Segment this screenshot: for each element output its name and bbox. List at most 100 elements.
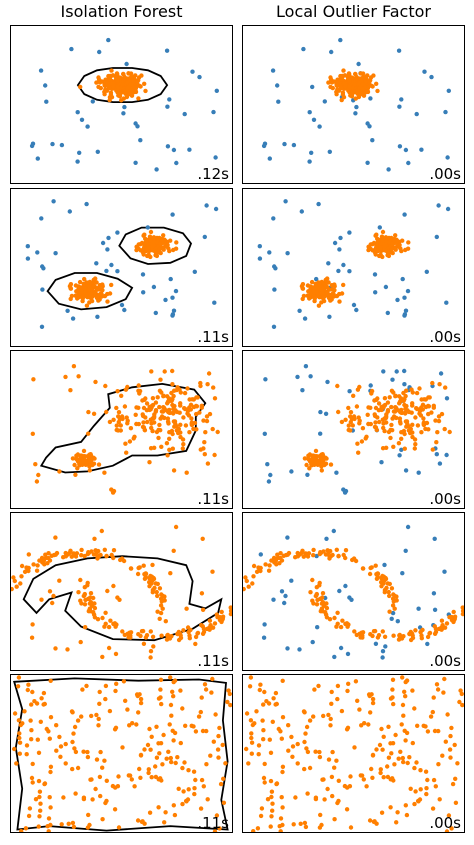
inlier-point	[324, 289, 329, 295]
inlier-point	[344, 807, 350, 812]
inlier-point	[246, 584, 251, 589]
inlier-point	[348, 825, 354, 830]
inlier-point	[414, 390, 420, 396]
inlier-point	[328, 298, 333, 303]
inlier-point	[186, 629, 191, 635]
inlier-point	[280, 805, 285, 810]
inlier-point	[254, 569, 260, 574]
inlier-point	[139, 819, 145, 824]
inlier-point	[346, 681, 351, 686]
inlier-point	[189, 422, 195, 428]
inlier-point	[88, 457, 93, 462]
inlier-point	[336, 409, 341, 415]
inlier-point	[397, 419, 403, 424]
inlier-point	[302, 820, 308, 826]
inlier-point	[194, 427, 199, 432]
outlier-point	[446, 88, 451, 93]
inlier-point	[207, 618, 213, 623]
inlier-point	[80, 687, 85, 692]
inlier-point	[352, 629, 357, 634]
inlier-point	[348, 414, 353, 419]
inlier-point	[256, 743, 262, 748]
inlier-point	[444, 829, 450, 832]
inlier-point	[185, 411, 190, 416]
inlier-point	[53, 552, 58, 557]
inlier-point	[128, 566, 134, 571]
inlier-point	[19, 574, 24, 579]
inlier-point	[187, 430, 192, 435]
outlier-point	[39, 324, 45, 329]
outlier-point	[383, 284, 389, 290]
outlier-point	[35, 156, 40, 161]
outlier-point	[434, 234, 439, 240]
inlier-point	[447, 747, 453, 752]
outlier-point	[151, 284, 157, 290]
inlier-point	[383, 575, 388, 581]
inlier-point	[146, 767, 151, 772]
inlier-point	[174, 409, 180, 415]
outlier-point	[354, 104, 359, 110]
inlier-point	[415, 723, 420, 728]
inlier-point	[99, 528, 105, 534]
inlier-point	[228, 611, 232, 617]
inlier-point	[280, 715, 286, 720]
inlier-point	[168, 755, 173, 761]
outlier-point	[77, 150, 82, 155]
inlier-point	[436, 728, 441, 734]
inlier-point	[370, 696, 376, 702]
inlier-point	[180, 706, 185, 711]
inlier-point	[278, 555, 283, 561]
inlier-point	[145, 238, 150, 244]
inlier-point	[92, 289, 97, 295]
inlier-point	[256, 752, 261, 757]
inlier-point	[136, 246, 141, 252]
inlier-point	[373, 252, 378, 257]
inlier-point	[175, 631, 180, 637]
inlier-point	[321, 295, 326, 300]
inlier-point	[26, 565, 31, 571]
inlier-point	[164, 441, 170, 446]
inlier-point	[388, 805, 393, 810]
inlier-point	[260, 718, 265, 723]
inlier-point	[96, 462, 102, 467]
outlier-point	[75, 110, 80, 115]
outlier-point	[414, 111, 419, 117]
inlier-point	[152, 420, 157, 425]
inlier-point	[148, 229, 154, 235]
inlier-point	[73, 472, 78, 477]
inlier-point	[75, 765, 81, 771]
inlier-point	[170, 728, 175, 733]
inlier-point	[338, 74, 344, 79]
inlier-point	[350, 423, 355, 428]
inlier-point	[356, 450, 361, 455]
inlier-point	[293, 555, 298, 560]
inlier-point	[49, 553, 54, 558]
inlier-point	[79, 547, 84, 553]
inlier-point	[16, 675, 22, 680]
inlier-point	[59, 822, 64, 827]
inlier-point	[19, 563, 25, 569]
inlier-point	[390, 687, 395, 692]
inlier-point	[116, 419, 122, 425]
inlier-point	[150, 428, 155, 434]
outlier-point	[394, 369, 399, 374]
inlier-point	[307, 765, 313, 771]
inlier-point	[82, 553, 87, 559]
inlier-point	[400, 755, 405, 761]
inlier-point	[126, 92, 131, 97]
inlier-point	[123, 441, 128, 446]
outlier-point	[332, 240, 338, 246]
outlier-point	[307, 110, 312, 115]
inlier-point	[184, 606, 189, 611]
inlier-point	[119, 556, 125, 561]
inlier-point	[48, 822, 53, 828]
outlier-point	[85, 124, 90, 129]
inlier-point	[380, 254, 385, 260]
inlier-point	[168, 571, 173, 576]
inlier-point	[111, 583, 116, 589]
inlier-point	[143, 415, 148, 420]
inlier-point	[202, 452, 207, 457]
inlier-point	[78, 453, 84, 458]
inlier-point	[326, 80, 331, 85]
inlier-point	[210, 569, 215, 574]
